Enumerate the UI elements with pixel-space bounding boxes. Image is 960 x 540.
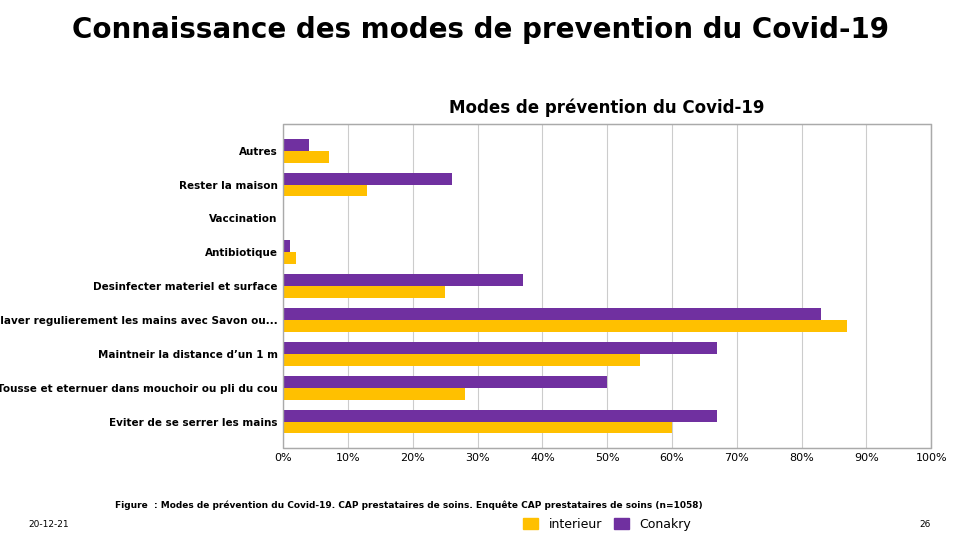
Bar bbox=[283, 342, 717, 354]
Bar bbox=[283, 124, 931, 448]
Text: 26: 26 bbox=[920, 520, 931, 529]
Bar bbox=[283, 388, 465, 400]
Bar bbox=[283, 308, 821, 320]
Bar bbox=[283, 422, 672, 434]
Legend: interieur, Conakry: interieur, Conakry bbox=[518, 513, 696, 536]
Text: 20-12-21: 20-12-21 bbox=[29, 520, 69, 529]
Bar bbox=[283, 376, 608, 388]
Bar bbox=[283, 252, 296, 264]
Text: Figure  : Modes de prévention du Covid-19. CAP prestataires de soins. Enquête CA: Figure : Modes de prévention du Covid-19… bbox=[115, 501, 703, 510]
Bar bbox=[283, 354, 639, 366]
Bar bbox=[283, 240, 290, 252]
Bar bbox=[283, 286, 445, 298]
Bar bbox=[283, 274, 523, 286]
Bar bbox=[283, 151, 328, 163]
Bar bbox=[283, 173, 451, 185]
Title: Modes de prévention du Covid-19: Modes de prévention du Covid-19 bbox=[449, 99, 765, 117]
Bar bbox=[283, 139, 309, 151]
Bar bbox=[283, 320, 847, 332]
Bar bbox=[283, 410, 717, 422]
Bar bbox=[283, 185, 368, 197]
Text: Connaissance des modes de prevention du Covid-19: Connaissance des modes de prevention du … bbox=[71, 16, 889, 44]
